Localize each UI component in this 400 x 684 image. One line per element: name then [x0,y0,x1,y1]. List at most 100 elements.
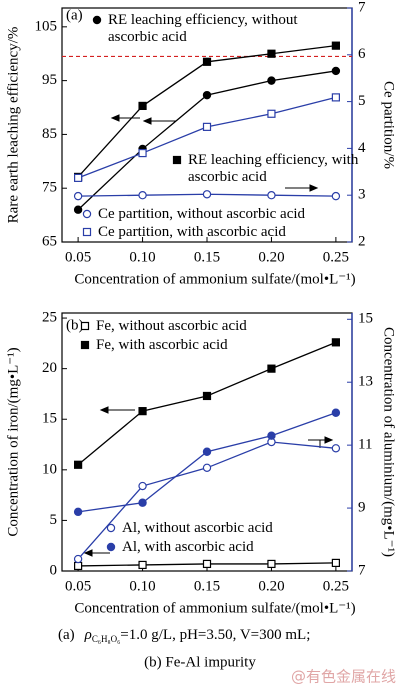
data-point [267,364,276,373]
x-tick-label: 0.25 [323,578,349,594]
arrow-head [142,117,152,125]
data-point [74,173,83,182]
y2-tick-label: 7 [358,562,366,578]
axis-arrows [83,114,334,557]
y-tick-label: 105 [35,18,58,34]
y2-tick-label: 4 [358,140,366,156]
data-point [138,190,147,200]
data-point [331,408,341,417]
legend-marker [80,321,90,331]
data-point [202,90,212,100]
y2-tick-label: 11 [358,437,372,453]
y-tick-label: 65 [42,233,57,249]
data-point [267,76,276,85]
series [74,338,340,469]
arrow-head [83,549,93,557]
data-point [73,205,83,214]
data-point [74,460,83,469]
legend-label: Ce partition, without ascorbic acid [98,206,306,222]
series-line [78,412,337,513]
legend-marker [172,155,182,165]
legend-entry: RE leaching efficiency, without ascorbic… [108,12,298,45]
data-point [267,190,276,200]
data-point [138,407,147,416]
series [73,190,341,201]
x-tick-label: 0.15 [194,249,220,265]
data-point [331,41,340,50]
legend-label: Ce partition, with ascorbic acid [98,224,286,240]
data-point [73,507,83,517]
legend-entry: Ce partition, with ascorbic acid [98,224,286,240]
data-point [331,558,340,568]
legend-marker [92,15,102,25]
x-tick-label: 0.10 [129,249,155,265]
data-point [267,49,276,58]
x-tick-label: 0.15 [194,578,220,594]
data-point [202,391,212,401]
y2-tick-label: 5 [358,93,366,109]
y-tick-label: 5 [50,512,58,528]
data-point [138,101,147,111]
y-axis-title: Rare earth leaching efficiency/% [5,27,21,224]
data-point [202,447,212,456]
legend-entry: Fe, with ascorbic acid [96,337,228,353]
data-point [267,109,276,118]
caption-symbol: ρ [84,627,92,643]
x-tick-label: 0.10 [129,578,155,594]
data-point [138,148,147,158]
data-point [138,560,147,570]
data-point [202,559,212,569]
data-point [202,57,212,66]
y2-tick-label: 2 [358,233,366,249]
series [74,558,340,571]
legend-label: Fe, with ascorbic acid [96,337,228,353]
panel-label: (a) [66,7,83,23]
x-tick-label: 0.20 [258,249,284,265]
data-point [202,122,212,131]
caption: (a) ρC₆H₈O₆=1.0 g/L, pH=3.50, V=300 mL; [58,627,310,644]
data-point [73,191,83,201]
watermark: @有色金属在线 [291,668,396,684]
legend-label: Fe, without ascorbic acid [96,318,247,334]
arrow-head [99,406,109,414]
y-tick-label: 20 [42,360,57,376]
legend-marker [80,340,90,350]
data-point [202,463,212,472]
y2-tick-label: 9 [358,500,366,516]
arrow-head [309,184,319,192]
series [73,437,341,564]
data-point [73,554,83,564]
arrow-head [110,114,120,122]
caption-line2: (b) Fe-Al impurity [144,654,256,670]
series [73,408,341,517]
y-tick-label: 0 [50,562,58,578]
caption-label: (a) [58,627,75,643]
y-axis-title: Concentration of iron/(mg•L⁻¹) [5,347,21,536]
y2-tick-label: 3 [358,187,366,203]
x-axis-title: Concentration of ammonium sulfate/(mol•L… [74,271,355,287]
data-point [267,559,276,569]
legend-label: Al, with ascorbic acid [122,539,254,555]
legend-entry: RE leaching efficiency, with ascorbic ac… [188,152,358,185]
data-point [331,191,341,201]
x-tick-label: 0.25 [323,249,349,265]
x-tick-label: 0.20 [258,578,284,594]
legend-marker [82,209,92,219]
x-tick-label: 0.05 [65,249,91,265]
y2-tick-label: 6 [358,46,366,62]
data-point [74,561,83,571]
y2-tick-label: 15 [358,311,373,327]
series [74,93,340,182]
y-tick-label: 10 [42,461,57,477]
data-point [138,498,147,507]
legend-marker [106,542,116,552]
caption-subscript: C₆H₈O₆ [92,634,120,644]
y-tick-label: 15 [42,411,57,427]
panel-label: (b) [66,317,84,333]
legend-entry: Al, without ascorbic acid [122,520,273,536]
caption-rest: =1.0 g/L, pH=3.50, V=300 mL; [120,627,310,643]
y2-axis-title: Ce partition/% [381,81,397,169]
legend-entry: Ce partition, without ascorbic acid [98,206,306,222]
data-point [138,481,147,491]
